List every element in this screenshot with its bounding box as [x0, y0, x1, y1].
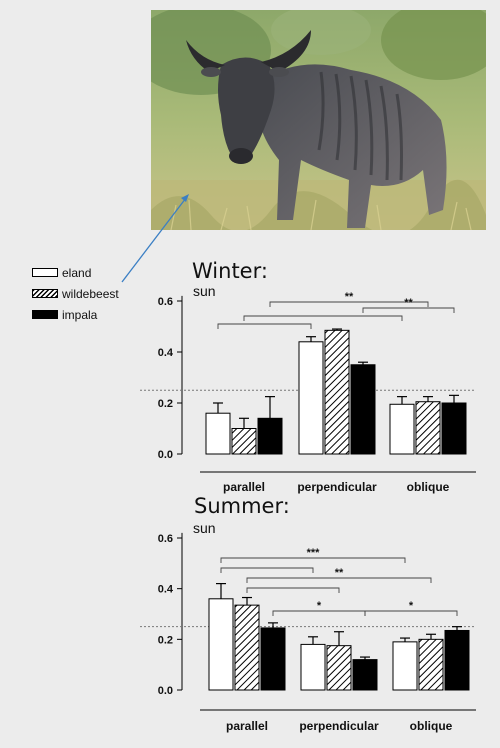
- legend-label-wildebeest: wildebeest: [62, 286, 119, 301]
- significance-bracket: [362, 307, 455, 313]
- x-category-label: oblique: [407, 480, 450, 494]
- significance-bracket: [246, 577, 432, 583]
- winter-title: Winter:: [192, 259, 268, 283]
- legend-item-eland: eland: [32, 262, 119, 283]
- bar-eland-oblique: [392, 641, 418, 691]
- significance-bracket: [364, 610, 458, 616]
- summer-title: Summer:: [194, 494, 290, 518]
- legend: eland wildebeest impala: [32, 262, 119, 325]
- legend-label-eland: eland: [62, 265, 92, 280]
- bar-wildebeest-perpendicular: [326, 645, 352, 691]
- y-tick-label: 0.2: [158, 634, 173, 646]
- significance-label: ***: [307, 547, 321, 559]
- bar-impala-oblique: [444, 629, 470, 691]
- significance-bracket: [220, 567, 314, 573]
- bar-eland-perpendicular: [300, 643, 326, 691]
- bar-wildebeest-oblique: [418, 638, 444, 691]
- legend-label-impala: impala: [62, 307, 98, 322]
- x-category-label: oblique: [410, 719, 453, 733]
- bar-wildebeest-perpendicular: [324, 329, 350, 455]
- bar-impala-parallel: [260, 627, 286, 691]
- legend-swatch-impala: [32, 310, 58, 319]
- bar-impala-parallel: [257, 417, 283, 455]
- chart-subtitle: sun: [193, 283, 216, 299]
- x-category-label: parallel: [223, 480, 265, 494]
- significance-bracket: [246, 587, 340, 593]
- x-category-label: parallel: [226, 719, 268, 733]
- y-tick-label: 0.0: [158, 685, 173, 697]
- bar-eland-parallel: [205, 412, 231, 455]
- legend-swatch-wildebeest: [32, 289, 58, 298]
- wildebeest-photo: [151, 10, 486, 230]
- significance-label: **: [404, 297, 413, 309]
- y-tick-label: 0.2: [158, 398, 173, 410]
- significance-bracket: [269, 301, 429, 307]
- bar-eland-parallel: [208, 598, 234, 691]
- bar-wildebeest-parallel: [231, 428, 257, 455]
- significance-label: *: [409, 600, 414, 612]
- chart-subtitle: sun: [193, 520, 216, 536]
- y-tick-label: 0.6: [158, 296, 173, 308]
- x-category-label: perpendicular: [299, 719, 379, 733]
- y-tick-label: 0.4: [158, 347, 174, 359]
- legend-item-impala: impala: [32, 304, 119, 325]
- y-tick-label: 0.6: [158, 533, 173, 545]
- bar-eland-perpendicular: [298, 341, 324, 455]
- bar-wildebeest-parallel: [234, 604, 260, 691]
- significance-bracket: [220, 557, 406, 563]
- legend-item-wildebeest: wildebeest: [32, 283, 119, 304]
- bar-wildebeest-oblique: [415, 401, 441, 455]
- significance-label: **: [345, 291, 354, 303]
- bar-impala-perpendicular: [352, 659, 378, 691]
- legend-swatch-eland: [32, 268, 58, 277]
- significance-label: **: [335, 567, 344, 579]
- significance-bracket: [243, 315, 403, 321]
- significance-bracket: [217, 323, 312, 329]
- y-tick-label: 0.4: [158, 584, 174, 596]
- y-tick-label: 0.0: [158, 449, 173, 461]
- significance-label: *: [317, 600, 322, 612]
- x-category-label: perpendicular: [297, 480, 377, 494]
